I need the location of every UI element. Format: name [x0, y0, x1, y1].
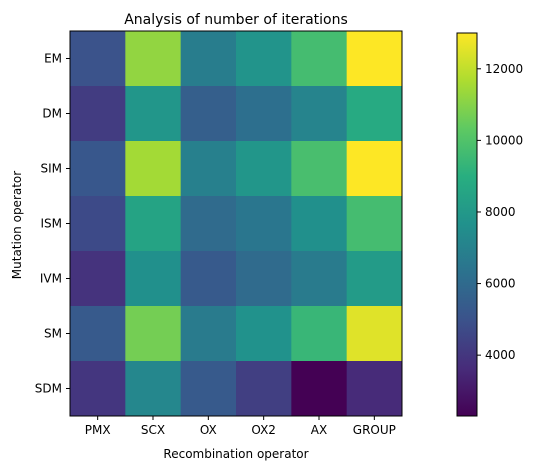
heatmap-cell-ivm-ox — [180, 251, 237, 307]
heatmap-cell-sim-scx — [125, 141, 182, 197]
colorbar — [456, 32, 478, 417]
y-tick-label: ISM — [40, 217, 62, 231]
colorbar-tick-label: 6000 — [485, 277, 516, 291]
heatmap-cell-sdm-ox2 — [236, 361, 292, 417]
heatmap-cell-ivm-ox2 — [236, 251, 292, 307]
colorbar-tick-label: 8000 — [485, 205, 516, 219]
heatmap-cells — [70, 31, 403, 417]
heatmap-cell-em-ox2 — [236, 31, 292, 87]
colorbar-tick-label: 10000 — [485, 133, 523, 147]
x-tick-label: SCX — [141, 423, 165, 437]
heatmap-cell-sim-pmx — [70, 141, 126, 197]
heatmap-cell-ism-ox2 — [236, 196, 292, 252]
heatmap-cell-ivm-group — [346, 251, 403, 307]
y-tick-label: SIM — [40, 162, 62, 176]
heatmap-cell-sdm-ax — [291, 361, 348, 417]
heatmap-cell-sdm-pmx — [70, 361, 126, 417]
heatmap-cell-sm-ox — [180, 306, 237, 362]
heatmap-cell-ism-ax — [291, 196, 348, 252]
heatmap-cell-ivm-scx — [125, 251, 182, 307]
heatmap-cell-sdm-group — [346, 361, 403, 417]
x-ticks: PMX SCX OX OX2 AX GROUP — [85, 416, 396, 437]
heatmap-cell-ivm-ax — [291, 251, 348, 307]
colorbar-ticks: 4000 6000 8000 10000 12000 — [477, 62, 523, 362]
heatmap-cell-dm-ox2 — [236, 86, 292, 142]
heatmap-cell-sm-scx — [125, 306, 182, 362]
x-tick-label: GROUP — [353, 423, 396, 437]
heatmap-cell-sm-group — [346, 306, 403, 362]
y-tick-label: DM — [42, 107, 62, 121]
heatmap-cell-dm-ax — [291, 86, 348, 142]
heatmap-cell-ivm-pmx — [70, 251, 126, 307]
y-tick-label: SM — [44, 327, 62, 341]
heatmap-cell-sm-ox2 — [236, 306, 292, 362]
heatmap-cell-ism-scx — [125, 196, 182, 252]
heatmap-cell-em-ax — [291, 31, 348, 87]
colorbar-tick-label: 12000 — [485, 62, 523, 76]
heatmap-cell-sdm-scx — [125, 361, 182, 417]
heatmap-cell-em-pmx — [70, 31, 126, 87]
heatmap-cell-sim-ax — [291, 141, 348, 197]
heatmap-cell-sim-ox — [180, 141, 237, 197]
x-tick-label: AX — [311, 423, 327, 437]
heatmap-cell-sm-pmx — [70, 306, 126, 362]
y-tick-label: SDM — [35, 382, 62, 396]
chart-title: Analysis of number of iterations — [124, 12, 348, 28]
heatmap-cell-ism-group — [346, 196, 403, 252]
heatmap-cell-sim-group — [346, 141, 403, 197]
y-tick-label: IVM — [40, 272, 62, 286]
x-axis-label: Recombination operator — [163, 447, 308, 461]
heatmap-cell-dm-scx — [125, 86, 182, 142]
heatmap-cell-em-scx — [125, 31, 182, 87]
heatmap-cell-dm-pmx — [70, 86, 126, 142]
y-axis-label: Mutation operator — [10, 171, 24, 279]
x-tick-label: OX — [200, 423, 217, 437]
heatmap-cell-sim-ox2 — [236, 141, 292, 197]
heatmap-cell-dm-group — [346, 86, 403, 142]
heatmap-cell-ism-pmx — [70, 196, 126, 252]
heatmap-cell-ism-ox — [180, 196, 237, 252]
x-tick-label: PMX — [85, 423, 111, 437]
colorbar-tick-label: 4000 — [485, 348, 516, 362]
heatmap-cell-sm-ax — [291, 306, 348, 362]
heatmap-cell-sdm-ox — [180, 361, 237, 417]
heatmap-cell-em-ox — [180, 31, 237, 87]
x-tick-label: OX2 — [251, 423, 276, 437]
y-tick-label: EM — [44, 52, 62, 66]
heatmap-cell-dm-ox — [180, 86, 237, 142]
heatmap-cell-em-group — [346, 31, 403, 87]
y-ticks: EM DM SIM ISM IVM SM SDM — [35, 52, 70, 396]
